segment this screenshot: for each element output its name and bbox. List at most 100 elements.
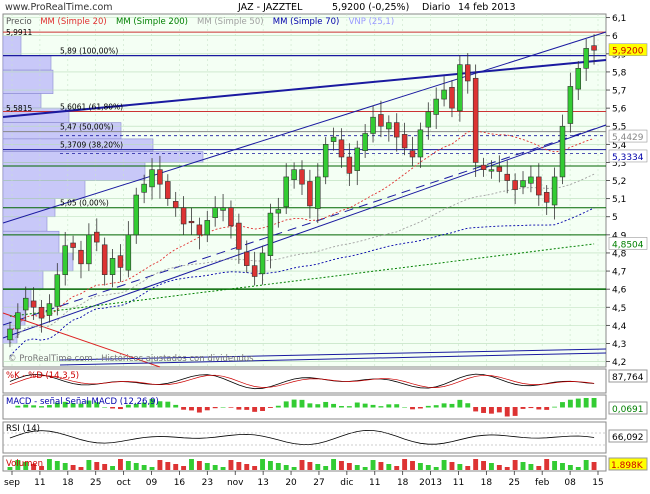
ticker-label: JAZ - JAZZTEL [237, 2, 303, 13]
volume-bar [260, 459, 265, 470]
macd-bar [575, 398, 581, 408]
candle-down [346, 143, 353, 186]
candle-up [417, 122, 424, 168]
fibonacci-label: 5,05 (0,00%) [60, 199, 109, 208]
macd-bar [528, 407, 534, 409]
macd-bar [70, 403, 76, 408]
date-tick-label: 25 [509, 478, 520, 488]
macd-bar [62, 401, 68, 408]
volume-bar [473, 459, 479, 470]
candle-up [7, 321, 13, 348]
volume-bar [94, 462, 100, 470]
macd-bar [204, 407, 210, 411]
macd-bar [583, 398, 589, 408]
candle-up [62, 231, 68, 286]
candle-down [157, 155, 163, 199]
macd-bar [354, 402, 360, 408]
macd-bar [402, 407, 408, 408]
volume-bar [465, 466, 471, 470]
macd-bar [78, 403, 84, 408]
macd-bar [465, 403, 471, 408]
volume-bar [86, 460, 92, 470]
volume-bar [567, 465, 573, 470]
candle-down [480, 157, 487, 177]
price-tick-label: 4,4 [612, 322, 627, 332]
macd-bar [481, 407, 486, 413]
trend-channel [2, 31, 607, 368]
candle-up [283, 163, 289, 215]
macd-bar [125, 404, 131, 408]
candle-up [291, 162, 297, 189]
volume-bar [7, 467, 13, 470]
watermark: © ProRealTime.com - Históricos ajustados… [8, 353, 254, 364]
volume-bar [62, 463, 68, 470]
macd-bar [141, 402, 147, 408]
volume-bar [244, 464, 250, 470]
macd-bar [386, 404, 392, 408]
volume-bar [141, 465, 147, 470]
volume-bar [425, 465, 431, 470]
macd-bar [39, 406, 44, 408]
candle-up [46, 294, 53, 323]
macd-bar [54, 402, 60, 408]
volume-bar [275, 463, 281, 470]
candle-down [30, 287, 37, 320]
macd-bar [157, 401, 163, 408]
macd-bar [94, 402, 100, 408]
macd-bar [339, 406, 344, 408]
date-axis: sep 11 18 25 oct 09 16 23 nov 13 20 27 dic 11 18 2013 11… [4, 471, 604, 488]
macd-bar [196, 407, 202, 413]
volume-bar [173, 464, 179, 470]
volume-profile-bar [2, 270, 44, 290]
candle-down [196, 217, 203, 250]
macd-bar [31, 405, 37, 408]
candle-up [567, 72, 574, 133]
volume-bar [149, 467, 155, 470]
candle-down [78, 240, 84, 279]
volume-bar [78, 467, 84, 470]
candle-down [117, 244, 124, 282]
volume-bar [441, 460, 447, 470]
volume-bar [410, 461, 415, 470]
macd-bar [473, 407, 479, 412]
candle-down [188, 207, 195, 235]
macd-bar [544, 407, 550, 410]
fibonacci-label: 5,89 (100,00%) [60, 47, 118, 56]
rsi-line [9, 429, 595, 445]
volume-bar [481, 461, 486, 470]
volume-bar [299, 460, 305, 470]
macd-bar [315, 404, 321, 408]
volume-bar [307, 462, 313, 470]
volume-bar [283, 465, 289, 470]
date-label: 14 feb 2013 [458, 2, 516, 13]
date-tick-label: 11 [34, 478, 45, 488]
date-tick-label: sep [4, 478, 20, 488]
price-tick-label: 5,5 [612, 123, 626, 133]
macd-bar [433, 405, 439, 408]
volume-bar [102, 464, 108, 470]
candle-up [15, 303, 21, 339]
candle-down [512, 173, 518, 205]
date-tick-label: 15 [592, 478, 603, 488]
macd-bar [457, 399, 463, 408]
volume-bar [520, 462, 526, 470]
candle-up [54, 263, 61, 316]
candle-down [409, 136, 416, 167]
date-tick-label: 11 [453, 478, 464, 488]
price-tick-label: 6 [612, 32, 618, 42]
candle-up [125, 221, 132, 278]
legend-entry: Precio [6, 17, 32, 27]
macd-bar [504, 407, 510, 417]
candle-down [465, 53, 471, 94]
macd-bar [323, 401, 329, 408]
macd-bar [441, 403, 447, 408]
candle-up [354, 140, 361, 186]
candle-up [204, 210, 211, 243]
ma-simple-20 [9, 130, 595, 333]
legend-entry: MM (Simple 200) [116, 17, 188, 27]
date-tick-label: 18 [62, 478, 74, 488]
candle-down [543, 185, 550, 215]
macd-bar [181, 407, 187, 410]
legend-entry: MM (Simple 50) [197, 17, 264, 27]
